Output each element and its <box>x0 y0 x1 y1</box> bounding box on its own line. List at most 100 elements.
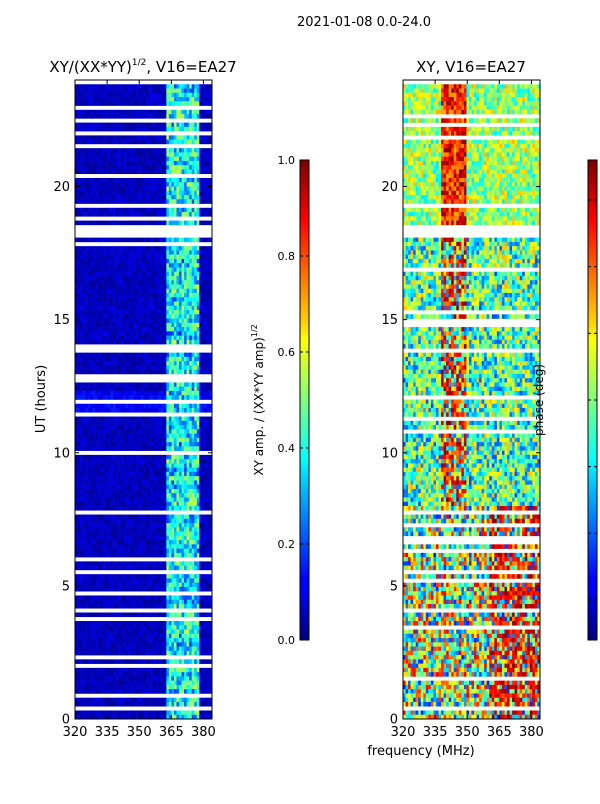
heatmap-cell <box>105 531 109 537</box>
heatmap-cell <box>181 454 185 460</box>
heatmap-cell <box>171 271 175 277</box>
heatmap-cell <box>92 459 96 464</box>
heatmap-cell <box>206 356 210 362</box>
heatmap-cell <box>113 258 116 264</box>
heatmap-cell <box>130 425 134 430</box>
heatmap-cell <box>107 548 111 554</box>
heatmap-cell <box>80 480 83 485</box>
heatmap-cell <box>176 493 180 498</box>
heatmap-cell <box>123 335 127 341</box>
heatmap-cell <box>168 97 172 102</box>
heatmap-cell <box>171 493 175 498</box>
heatmap-cell <box>163 148 167 153</box>
heatmap-cell <box>161 156 165 162</box>
heatmap-cell <box>130 165 134 170</box>
heatmap-cell <box>92 463 96 468</box>
heatmap-cell <box>77 126 81 132</box>
heatmap-cell <box>161 254 165 260</box>
heatmap-cell <box>191 429 195 434</box>
heatmap-cell <box>113 275 116 281</box>
heatmap-cell <box>153 365 157 370</box>
heatmap-cell <box>201 199 205 204</box>
heatmap-cell <box>199 293 203 298</box>
heatmap-cell <box>82 523 86 528</box>
heatmap-cell <box>138 254 142 260</box>
heatmap-cell <box>194 403 198 409</box>
heatmap-cell <box>75 386 78 392</box>
heatmap-cell <box>133 177 137 183</box>
heatmap-cell <box>146 352 149 358</box>
heatmap-cell <box>140 254 144 260</box>
heatmap-cell <box>196 267 200 272</box>
heatmap-cell <box>171 156 175 162</box>
heatmap-cell <box>123 365 127 370</box>
heatmap-cell <box>209 288 213 294</box>
heatmap-cell <box>161 429 165 434</box>
heatmap-cell <box>146 250 149 255</box>
heatmap-cell <box>75 506 78 511</box>
heatmap-cell <box>102 297 106 302</box>
heatmap-cell <box>138 182 142 187</box>
heatmap-cell <box>173 459 177 464</box>
heatmap-cell <box>125 165 129 170</box>
heatmap-cell <box>118 92 121 98</box>
heatmap-cell <box>161 280 165 285</box>
heatmap-cell <box>204 506 208 511</box>
heatmap-cell <box>143 446 147 451</box>
heatmap-cell <box>133 429 137 434</box>
heatmap-cell <box>171 169 175 175</box>
heatmap-cell <box>115 267 119 272</box>
heatmap-cell <box>204 271 208 277</box>
heatmap-cell <box>166 195 170 200</box>
heatmap-cell <box>146 314 149 319</box>
heatmap-cell <box>194 459 198 464</box>
heatmap-cell <box>189 318 193 324</box>
heatmap-cell <box>156 169 160 175</box>
heatmap-cell <box>90 177 94 183</box>
heatmap-cell <box>194 480 198 485</box>
heatmap-cell <box>148 467 152 473</box>
heatmap-cell <box>138 403 142 409</box>
heatmap-cell <box>87 433 91 439</box>
heatmap-cell <box>176 314 180 319</box>
heatmap-cell <box>130 365 134 370</box>
heatmap-cell <box>181 395 185 400</box>
heatmap-cell <box>138 544 142 549</box>
heatmap-cell <box>130 186 134 192</box>
heatmap-cell <box>191 514 195 520</box>
heatmap-cell <box>184 476 187 481</box>
heatmap-cell <box>209 152 213 157</box>
heatmap-cell <box>194 531 198 537</box>
heatmap-cell <box>168 152 172 157</box>
heatmap-cell <box>143 386 147 392</box>
heatmap-cell <box>135 139 139 145</box>
heatmap-cell <box>209 169 213 175</box>
heatmap-cell <box>206 284 210 290</box>
heatmap-cell <box>168 437 172 443</box>
heatmap-cell <box>95 139 99 145</box>
heatmap-cell <box>201 527 205 532</box>
heatmap-cell <box>107 386 111 392</box>
heatmap-cell <box>80 246 83 251</box>
heatmap-cell <box>113 165 116 170</box>
heatmap-cell <box>130 250 134 255</box>
heatmap-cell <box>128 195 132 200</box>
heatmap-cell <box>80 437 83 443</box>
heatmap-cell <box>194 139 198 145</box>
heatmap-cell <box>82 322 86 328</box>
heatmap-cell <box>90 471 94 477</box>
heatmap-cell <box>191 488 195 494</box>
heatmap-cell <box>110 254 114 260</box>
heatmap-cell <box>107 207 111 213</box>
heatmap-cell <box>138 139 142 145</box>
heatmap-cell <box>191 437 195 443</box>
heatmap-cell <box>206 135 210 140</box>
heatmap-cell <box>105 446 109 451</box>
heatmap-cell <box>100 437 104 443</box>
heatmap-cell <box>153 126 157 132</box>
heatmap-cell <box>166 314 170 319</box>
heatmap-cell <box>118 548 121 554</box>
heatmap-cell <box>204 403 208 409</box>
heatmap-cell <box>181 195 185 200</box>
heatmap-cell <box>181 220 185 226</box>
